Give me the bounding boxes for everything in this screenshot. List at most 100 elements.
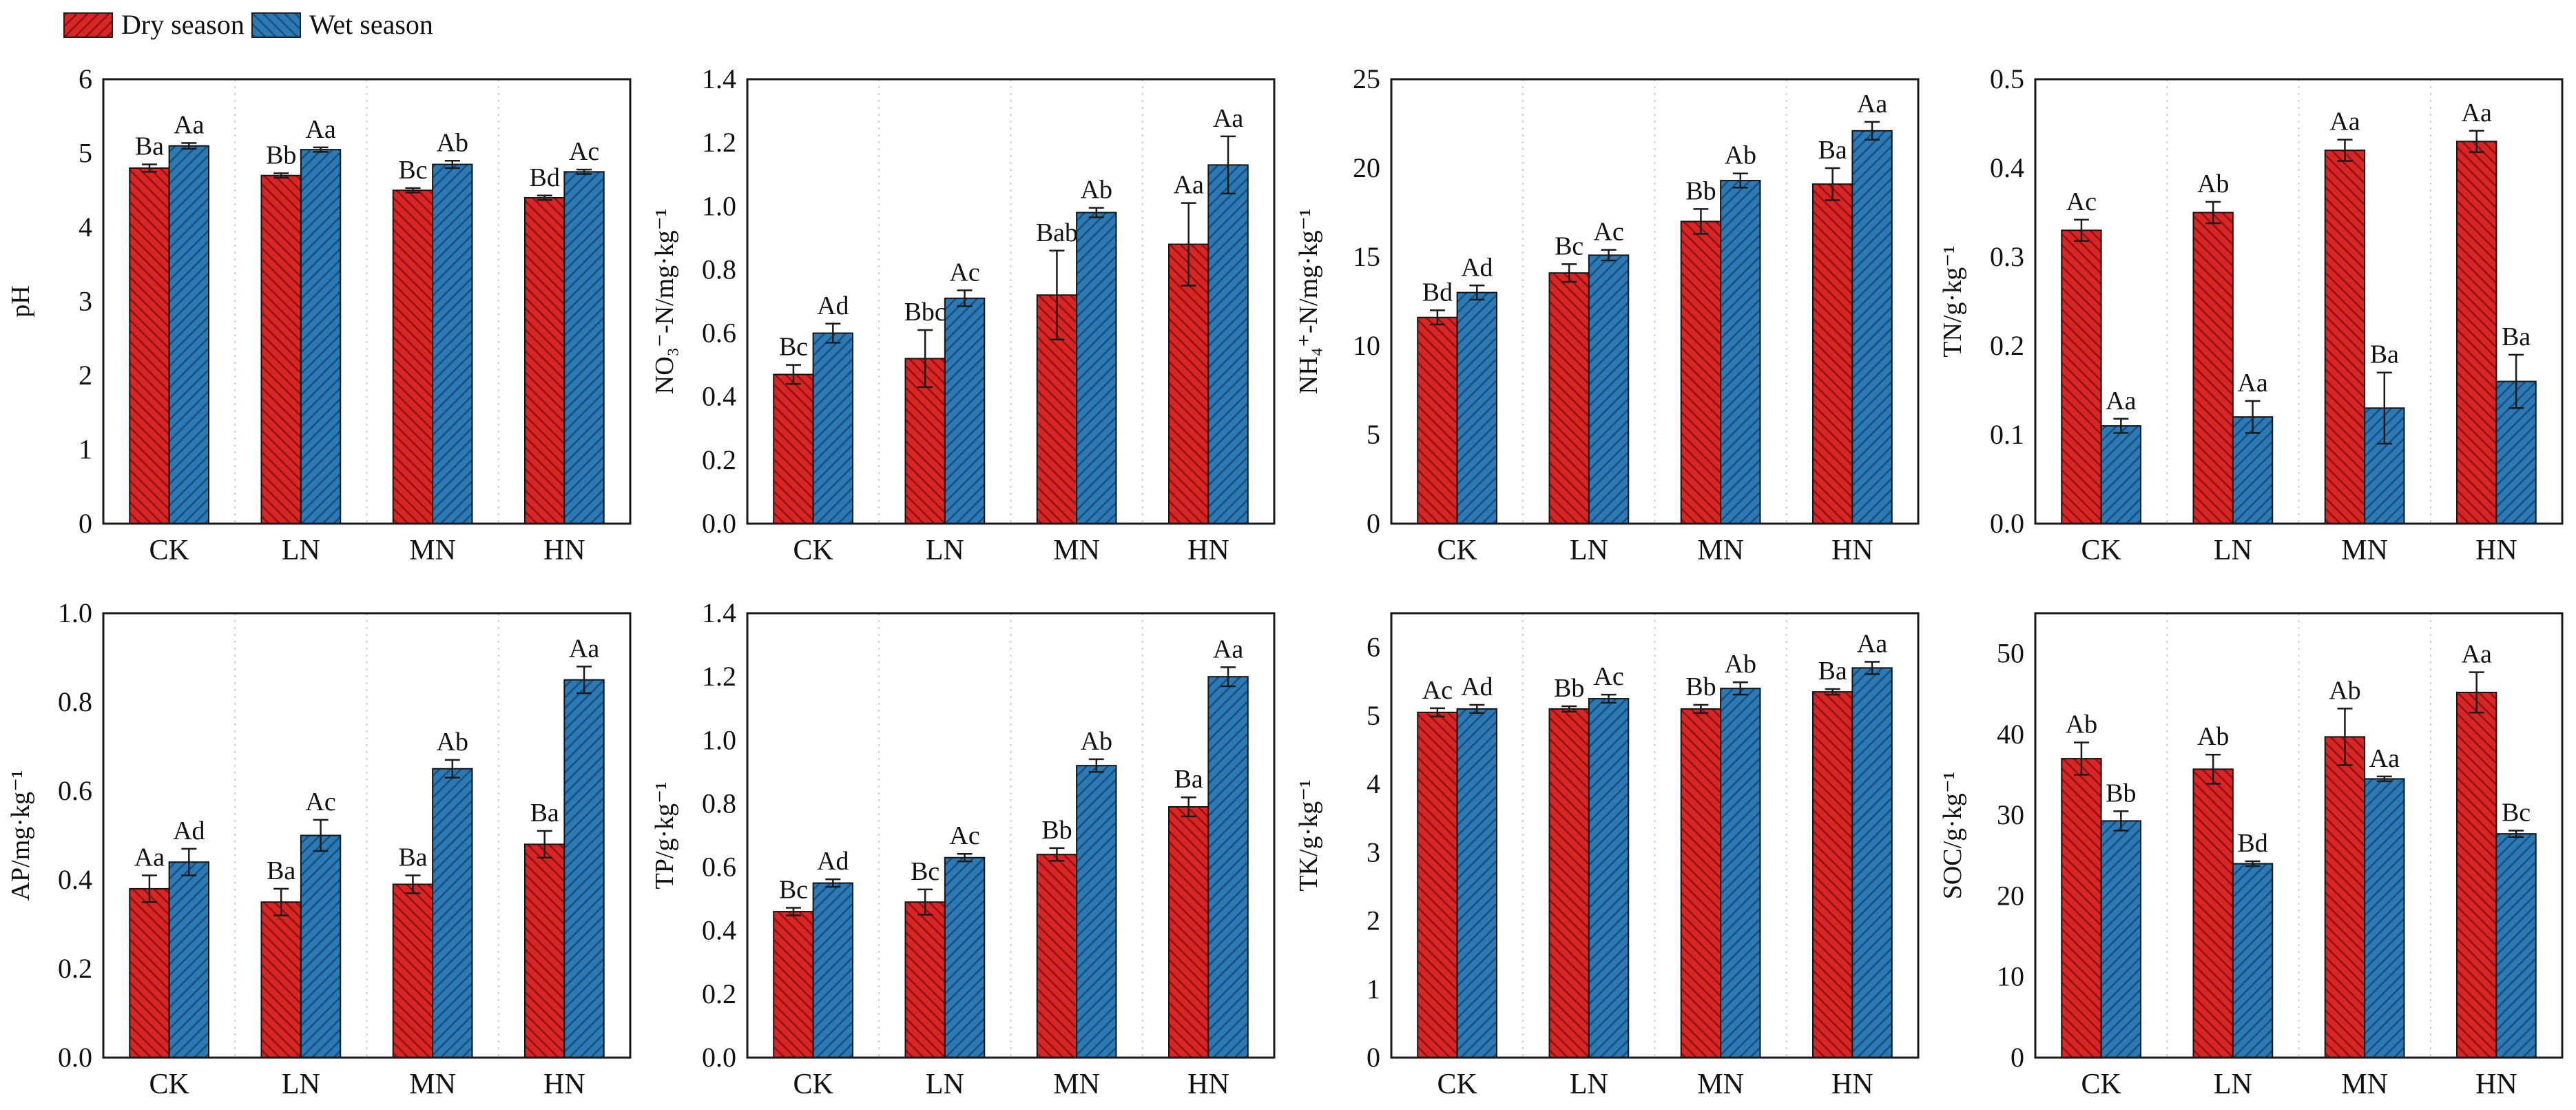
plot-border <box>2034 612 2564 1059</box>
sig-label: Ba <box>398 843 427 872</box>
bar-dry-HN <box>2456 691 2497 1059</box>
sig-label: Ad <box>817 291 849 320</box>
y-tick-label: 5 <box>1367 700 1380 731</box>
sig-label: Aa <box>2106 387 2136 415</box>
y-axis-label: pH <box>6 285 35 317</box>
sig-label: Ac <box>569 137 599 166</box>
x-tick-label: HN <box>1187 1069 1229 1100</box>
y-axis-label: TP/g·kg⁻¹ <box>650 781 679 889</box>
chart-TK: Ac Ad CK Bb Ac LN Bb Ab MN Ba Aa HN 0 1 2 3 4 5 6 TK/g·kg⁻¹ <box>1294 612 1920 1100</box>
sig-label: Aa <box>2329 107 2360 136</box>
sig-label: Aa <box>134 843 165 872</box>
bar-wet-LN <box>300 149 342 524</box>
x-tick-label: HN <box>543 535 585 566</box>
bar-dry-CK <box>1417 711 1458 1058</box>
x-tick-label: CK <box>1437 1069 1477 1100</box>
chart-TP: Bc Ad CK Bc Ac LN Bb Ab MN Ba Aa HN 0.0 0.2 0.4 0.6 0.8 1… <box>650 597 1276 1100</box>
x-tick-label: MN <box>1697 1069 1744 1100</box>
bar-wet-LN <box>1588 698 1630 1059</box>
bar-dry-MN <box>392 189 434 524</box>
sig-label: Ba <box>1818 657 1847 686</box>
sig-label: Aa <box>1213 104 1243 133</box>
bar-wet-MN <box>2364 778 2405 1058</box>
y-tick-label: 0 <box>1367 508 1380 539</box>
bar-wet-CK <box>2100 425 2141 524</box>
sig-label: Aa <box>1857 629 1887 658</box>
bar-wet-MN <box>1720 688 1761 1058</box>
sig-label: Ab <box>437 128 468 157</box>
y-tick-label: 0.3 <box>1990 241 2024 272</box>
bar-wet-LN <box>944 856 986 1058</box>
sig-label: Ab <box>2329 676 2360 705</box>
x-tick-label: CK <box>2081 1069 2121 1100</box>
bar-dry-HN <box>524 843 565 1058</box>
bar-wet-HN <box>2495 833 2537 1058</box>
sig-label: Ad <box>817 847 849 876</box>
bar-wet-CK <box>2100 820 2141 1058</box>
bar-dry-MN <box>2324 150 2366 524</box>
plot-border <box>1390 78 1920 525</box>
chart-cell-TP: Bc Ad CK Bc Ac LN Bb Ab MN Ba Aa HN 0.0 0.2 0.4 0.6 0.8 1… <box>644 575 1288 1109</box>
bar-dry-LN <box>2192 212 2234 524</box>
plot-border <box>746 612 1276 1059</box>
y-tick-label: 0.5 <box>1990 63 2024 94</box>
sig-label: Ac <box>2066 187 2097 216</box>
x-tick-label: LN <box>282 535 320 566</box>
y-tick-label: 1.4 <box>702 63 736 94</box>
bar-dry-HN <box>1812 183 1853 524</box>
y-axis-label: TN/g·kg⁻¹ <box>1938 245 1967 357</box>
sig-label: Aa <box>174 110 204 139</box>
sig-label: Ad <box>1461 253 1493 282</box>
sig-label: Bc <box>911 857 939 886</box>
legend-label-dry-season: Dry season <box>121 9 245 40</box>
x-tick-label: MN <box>1053 535 1100 566</box>
bar-dry-CK <box>1417 316 1458 524</box>
bar-wet-LN <box>2232 863 2274 1058</box>
sig-label: Ad <box>173 816 205 845</box>
sig-label: Aa <box>2237 369 2267 398</box>
y-tick-label: 2 <box>79 360 92 391</box>
y-tick-label: 1.0 <box>58 597 92 628</box>
sig-label: Ac <box>1593 662 1623 691</box>
y-tick-label: 0.0 <box>702 1042 736 1073</box>
bar-wet-LN <box>300 834 342 1058</box>
y-tick-label: 0.0 <box>702 508 736 539</box>
plot-border <box>102 612 632 1059</box>
bar-dry-HN <box>1812 691 1853 1059</box>
bar-dry-MN <box>392 883 434 1059</box>
sig-label: Bd <box>2237 829 2267 858</box>
sig-label: Aa <box>1857 90 1887 119</box>
sig-label: Ba <box>2502 322 2531 351</box>
bar-wet-CK <box>168 861 209 1058</box>
x-tick-label: MN <box>2341 1069 2388 1100</box>
bar-dry-HN <box>524 197 565 524</box>
y-tick-label: 20 <box>1353 152 1380 183</box>
sig-label: Ac <box>1593 218 1623 247</box>
bar-wet-CK <box>1456 708 1497 1059</box>
chart-cell-pH: Ba Aa CK Bb Aa LN Bc Ab MN Bd Ac HN 0 1 2 3 4 5 6 pH <box>0 41 644 575</box>
y-tick-label: 0.0 <box>58 1042 92 1073</box>
sig-label: Ba <box>267 856 295 885</box>
plot-border <box>102 78 632 525</box>
y-tick-label: 0.8 <box>702 254 736 285</box>
bar-wet-CK <box>812 332 853 524</box>
bar-dry-HN <box>1168 806 1209 1058</box>
chart-cell-TK: Ac Ad CK Bb Ac LN Bb Ab MN Ba Aa HN 0 1 2 3 4 5 6 TK/g·kg⁻¹ <box>1288 575 1932 1109</box>
bar-wet-HN <box>1207 676 1249 1058</box>
bar-wet-HN <box>1851 130 1893 524</box>
bar-wet-LN <box>2232 416 2274 525</box>
sig-label: Ab <box>2197 722 2229 751</box>
bar-wet-HN <box>563 171 605 524</box>
sig-label: Bb <box>266 141 296 170</box>
bar-wet-HN <box>1851 667 1893 1058</box>
plot-border <box>2034 78 2564 525</box>
bar-wet-MN <box>432 163 473 524</box>
sig-label: Ac <box>1422 676 1453 705</box>
bar-dry-LN <box>2192 768 2234 1058</box>
x-tick-label: CK <box>1437 535 1477 566</box>
bar-dry-MN <box>1680 708 1722 1059</box>
bar-dry-HN <box>2456 141 2497 525</box>
y-tick-label: 0.2 <box>702 444 736 475</box>
x-tick-label: LN <box>2214 1069 2252 1100</box>
